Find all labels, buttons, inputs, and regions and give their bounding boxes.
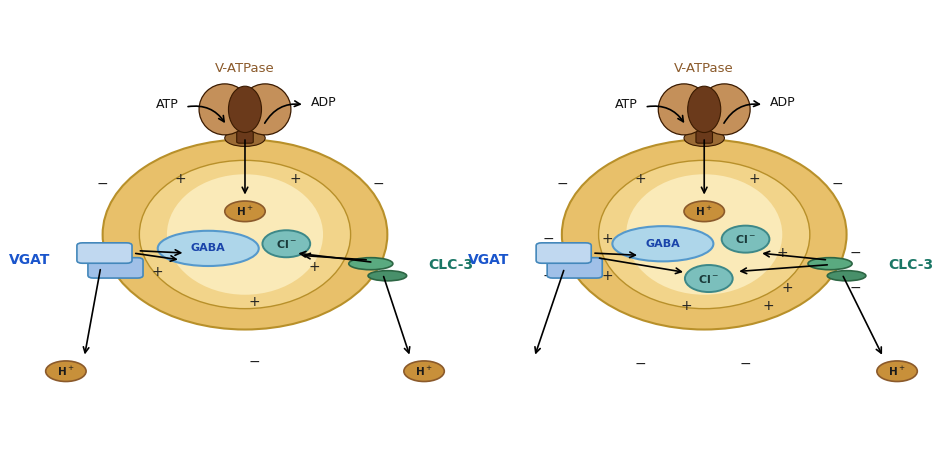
- Ellipse shape: [626, 174, 782, 295]
- Ellipse shape: [808, 257, 852, 270]
- Text: +: +: [781, 281, 793, 295]
- Text: ADP: ADP: [770, 96, 796, 109]
- Ellipse shape: [599, 160, 810, 309]
- Text: −: −: [373, 176, 384, 190]
- Ellipse shape: [368, 271, 407, 281]
- Text: H$^+$: H$^+$: [236, 205, 254, 218]
- Text: H$^+$: H$^+$: [57, 365, 75, 378]
- Text: −: −: [634, 357, 646, 371]
- Ellipse shape: [684, 130, 725, 146]
- Text: −: −: [249, 355, 260, 369]
- Text: GABA: GABA: [191, 243, 225, 253]
- Text: −: −: [542, 232, 554, 246]
- Ellipse shape: [612, 226, 713, 261]
- FancyBboxPatch shape: [88, 257, 143, 278]
- Text: H$^+$: H$^+$: [888, 365, 906, 378]
- Ellipse shape: [166, 174, 323, 295]
- Text: +: +: [777, 246, 788, 260]
- Text: +: +: [175, 172, 186, 186]
- Text: GABA: GABA: [645, 239, 680, 249]
- Text: ATP: ATP: [615, 98, 639, 111]
- Text: H$^+$: H$^+$: [695, 205, 713, 218]
- Ellipse shape: [688, 86, 721, 133]
- Ellipse shape: [225, 130, 265, 146]
- Text: V-ATPase: V-ATPase: [215, 61, 275, 75]
- Text: +: +: [289, 172, 302, 186]
- Text: +: +: [308, 260, 320, 274]
- Text: +: +: [602, 269, 614, 283]
- Ellipse shape: [685, 265, 733, 292]
- Text: −: −: [832, 176, 843, 190]
- Ellipse shape: [199, 84, 251, 135]
- Text: −: −: [850, 281, 862, 295]
- Text: VGAT: VGAT: [468, 253, 510, 267]
- Ellipse shape: [684, 201, 725, 222]
- Ellipse shape: [349, 257, 393, 270]
- Ellipse shape: [262, 230, 310, 257]
- Ellipse shape: [239, 84, 291, 135]
- Text: −: −: [556, 176, 568, 190]
- Text: −: −: [850, 246, 862, 260]
- Text: ADP: ADP: [311, 96, 337, 109]
- FancyBboxPatch shape: [77, 243, 132, 263]
- Text: CLC-3: CLC-3: [888, 257, 933, 272]
- Text: +: +: [152, 265, 164, 279]
- Ellipse shape: [562, 139, 847, 330]
- Ellipse shape: [722, 226, 769, 253]
- FancyBboxPatch shape: [547, 257, 603, 278]
- Text: ATP: ATP: [156, 98, 179, 111]
- Text: +: +: [762, 299, 775, 313]
- Text: +: +: [249, 295, 260, 309]
- Text: −: −: [542, 269, 554, 283]
- Text: CLC-3: CLC-3: [429, 257, 474, 272]
- Text: V-ATPase: V-ATPase: [674, 61, 734, 75]
- Text: −: −: [740, 357, 751, 371]
- Ellipse shape: [828, 271, 866, 281]
- Text: Cl$^-$: Cl$^-$: [735, 233, 756, 245]
- Text: −: −: [96, 176, 109, 190]
- Ellipse shape: [699, 84, 750, 135]
- FancyBboxPatch shape: [236, 113, 254, 143]
- Text: H$^+$: H$^+$: [415, 365, 433, 378]
- Text: +: +: [680, 299, 692, 313]
- Ellipse shape: [139, 160, 351, 309]
- Text: +: +: [602, 232, 614, 246]
- Text: +: +: [634, 172, 646, 186]
- Ellipse shape: [877, 361, 918, 381]
- Ellipse shape: [45, 361, 86, 381]
- Ellipse shape: [225, 201, 265, 222]
- Ellipse shape: [102, 139, 387, 330]
- Ellipse shape: [228, 86, 261, 133]
- Text: Cl$^-$: Cl$^-$: [275, 238, 297, 250]
- Ellipse shape: [404, 361, 445, 381]
- Ellipse shape: [658, 84, 710, 135]
- FancyBboxPatch shape: [536, 243, 591, 263]
- FancyBboxPatch shape: [696, 113, 712, 143]
- Text: +: +: [749, 172, 761, 186]
- Text: Cl$^-$: Cl$^-$: [698, 272, 719, 285]
- Text: VGAT: VGAT: [9, 253, 50, 267]
- Ellipse shape: [158, 231, 259, 266]
